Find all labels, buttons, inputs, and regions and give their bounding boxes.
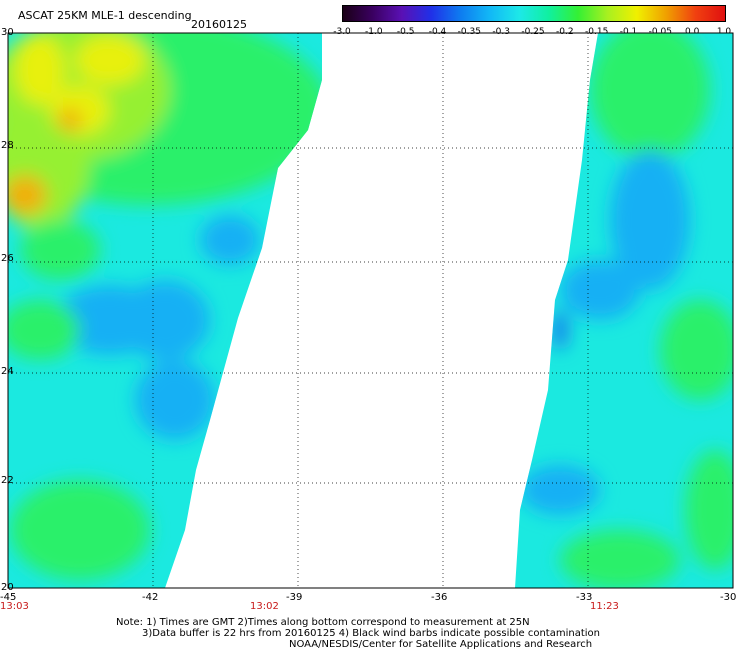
lat-label-26: 26 bbox=[1, 253, 14, 264]
right-swath bbox=[515, 33, 733, 588]
time-label-middle: 13:02 bbox=[250, 601, 279, 612]
wind-field-patch bbox=[58, 108, 82, 132]
time-label-right: 11:23 bbox=[590, 601, 619, 612]
plot-frame bbox=[7, 32, 734, 589]
left-swath bbox=[8, 33, 322, 588]
lon-label-39w: -39 bbox=[286, 592, 303, 603]
color-scale-tick-label: 0.0 bbox=[684, 27, 700, 37]
color-scale-bar bbox=[342, 5, 726, 22]
wind-field-patch bbox=[660, 300, 733, 400]
wind-field-patch bbox=[15, 35, 65, 105]
wind-field-patch bbox=[560, 530, 680, 588]
wind-field-patch bbox=[552, 310, 568, 350]
color-scale-tick-label: -0.3 bbox=[492, 27, 510, 37]
wind-field-patch bbox=[200, 50, 320, 130]
lon-label-45w: -45 bbox=[0, 592, 17, 603]
color-scale-tick-label: -3.0 bbox=[333, 27, 351, 37]
wind-field-patch bbox=[560, 260, 640, 320]
color-scale-tick-label: -0.2 bbox=[556, 27, 574, 37]
lat-label-30: 30 bbox=[1, 27, 14, 38]
wind-field-patch bbox=[200, 215, 260, 265]
wind-field-patch bbox=[610, 150, 690, 290]
color-scale-tick-label: -0.25 bbox=[521, 27, 545, 37]
map-title: ASCAT 25KM MLE-1 descending bbox=[18, 9, 192, 22]
wind-field-patch bbox=[75, 35, 145, 85]
graticule bbox=[8, 33, 733, 588]
lat-label-22: 22 bbox=[1, 475, 14, 486]
wind-field-patch bbox=[10, 480, 150, 580]
wind-field-patch bbox=[8, 175, 47, 215]
lat-label-20: 20 bbox=[1, 582, 14, 593]
lon-label-42w: -42 bbox=[142, 592, 159, 603]
color-scale-tick-label: 1.0 bbox=[716, 27, 732, 37]
footer-credit: NOAA/NESDIS/Center for Satellite Applica… bbox=[289, 639, 593, 650]
time-label-left: 13:03 bbox=[0, 601, 29, 612]
wind-field-patch bbox=[20, 220, 100, 280]
color-scale-tick-label: -0.05 bbox=[648, 27, 672, 37]
footer-note-2: 3)Data buffer is 22 hrs from 20160125 4)… bbox=[142, 628, 600, 639]
color-scale-tick-label: -0.4 bbox=[428, 27, 447, 37]
color-scale-tick-label: -0.5 bbox=[396, 27, 415, 37]
lat-label-28: 28 bbox=[1, 140, 14, 151]
lat-label-24: 24 bbox=[1, 366, 14, 377]
color-scale-tick-label: -0.1 bbox=[619, 27, 638, 37]
wind-field-patch bbox=[120, 280, 210, 360]
footer-note-1: Note: 1) Times are GMT 2)Times along bot… bbox=[116, 617, 530, 628]
wind-field-patch bbox=[520, 465, 600, 515]
color-scale-tick-label: -1.0 bbox=[365, 27, 383, 37]
wind-field-patch bbox=[135, 360, 215, 440]
wind-field-patch bbox=[685, 450, 733, 570]
lon-label-36w: -36 bbox=[431, 592, 448, 603]
wind-field-patch bbox=[590, 33, 710, 160]
color-scale-tick-label: -0.35 bbox=[457, 27, 481, 37]
map-date: 20160125 bbox=[191, 18, 247, 31]
lon-label-30w: -30 bbox=[720, 592, 737, 603]
lon-label-33w: -33 bbox=[576, 592, 593, 603]
color-scale-tick-label: -0.15 bbox=[585, 27, 609, 37]
wind-field-patch bbox=[8, 300, 80, 360]
